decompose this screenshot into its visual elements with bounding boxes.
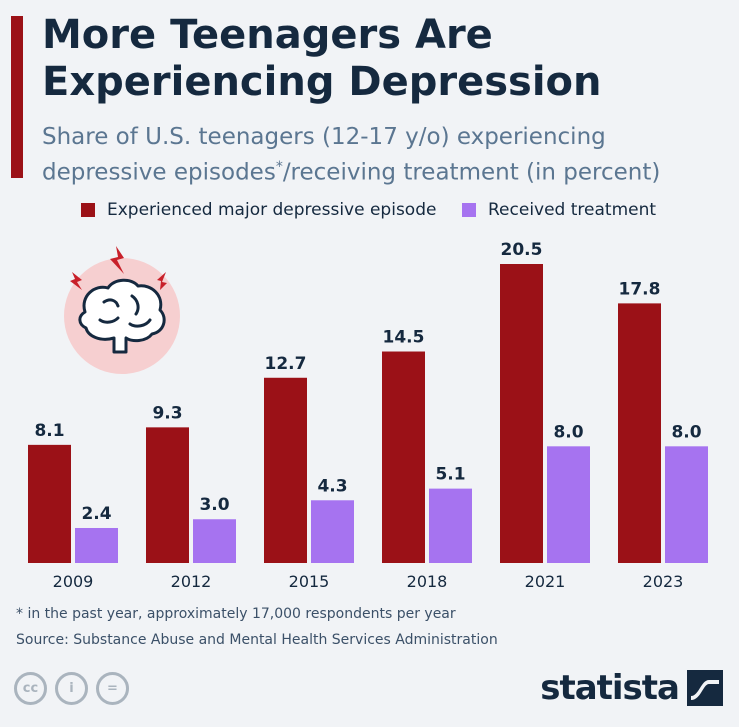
chart-subtitle: Share of U.S. teenagers (12-17 y/o) expe… — [42, 122, 722, 188]
statista-logo[interactable]: statista — [540, 668, 723, 708]
person-icon[interactable]: i — [55, 672, 88, 705]
bar-2015-treatment — [311, 500, 354, 563]
data-label-2009-episode: 8.1 — [34, 421, 64, 441]
legend-label-treatment: Received treatment — [488, 200, 657, 220]
subtitle-text: Share of U.S. teenagers (12-17 y/o) expe… — [42, 124, 606, 186]
source-link[interactable]: Source: Substance Abuse and Mental Healt… — [16, 632, 498, 648]
bar-chart: 8.1 2.4 2009 9.3 3.0 2012 12.7 4.3 2015 14.5 5.1 20… — [28, 240, 708, 591]
data-label-2012-treatment: 3.0 — [199, 495, 229, 515]
data-label-2018-treatment: 5.1 — [435, 465, 465, 485]
bar-2012-treatment — [193, 519, 236, 563]
accent-bar — [11, 16, 23, 178]
bar-2023-episode — [618, 303, 661, 563]
legend: Experienced major depressive episode Rec… — [0, 196, 739, 224]
data-label-2015-episode: 12.7 — [265, 354, 307, 374]
bar-2021-treatment — [547, 446, 590, 563]
legend-swatch-episode — [81, 203, 95, 217]
spark-icon-right — [157, 272, 167, 290]
bar-2018-treatment — [429, 488, 472, 563]
legend-swatch-treatment — [462, 203, 476, 217]
x-tick-label-2021: 2021 — [525, 572, 566, 591]
license-icons[interactable]: cc i = — [14, 672, 129, 705]
data-label-2023-episode: 17.8 — [619, 279, 661, 299]
brain-illustration — [64, 246, 180, 374]
legend-item-episode: Experienced major depressive episode — [81, 200, 436, 220]
bar-2009-episode — [28, 444, 71, 563]
brand-mark-icon — [687, 670, 723, 706]
brain-icon — [78, 278, 166, 354]
cc-icon[interactable]: cc — [14, 672, 47, 705]
x-tick-label-2023: 2023 — [643, 572, 684, 591]
data-label-2021-episode: 20.5 — [501, 240, 543, 260]
subtitle-footnote-mark: * — [275, 159, 283, 175]
subtitle-text-end: /receiving treatment (in percent) — [282, 159, 661, 186]
data-label-2009-treatment: 2.4 — [81, 504, 111, 524]
legend-item-treatment: Received treatment — [462, 200, 656, 220]
spark-icon-left — [70, 272, 82, 290]
data-label-2018-episode: 14.5 — [383, 328, 425, 348]
data-label-2015-treatment: 4.3 — [317, 476, 347, 496]
bar-2012-episode — [146, 427, 189, 563]
chart-title: More Teenagers Are Experiencing Depressi… — [42, 12, 602, 105]
x-tick-label-2015: 2015 — [289, 572, 330, 591]
data-label-2023-treatment: 8.0 — [671, 422, 701, 442]
data-label-2021-treatment: 8.0 — [553, 422, 583, 442]
bar-2021-episode — [500, 264, 543, 563]
footnote: * in the past year, approximately 17,000… — [16, 606, 456, 622]
data-label-2012-episode: 9.3 — [152, 403, 182, 423]
x-tick-label-2018: 2018 — [407, 572, 448, 591]
spark-icon-top — [110, 246, 124, 274]
x-tick-label-2009: 2009 — [53, 572, 94, 591]
brand-wordmark: statista — [540, 668, 680, 708]
bar-2015-episode — [264, 377, 307, 563]
equals-icon[interactable]: = — [96, 672, 129, 705]
bar-2009-treatment — [75, 527, 118, 563]
bars: 8.1 2.4 2009 9.3 3.0 2012 12.7 4.3 2015 14.5 5.1 20… — [28, 240, 708, 591]
bar-2018-episode — [382, 351, 425, 563]
legend-label-episode: Experienced major depressive episode — [107, 200, 437, 220]
x-tick-label-2012: 2012 — [171, 572, 212, 591]
bar-2023-treatment — [665, 446, 708, 563]
